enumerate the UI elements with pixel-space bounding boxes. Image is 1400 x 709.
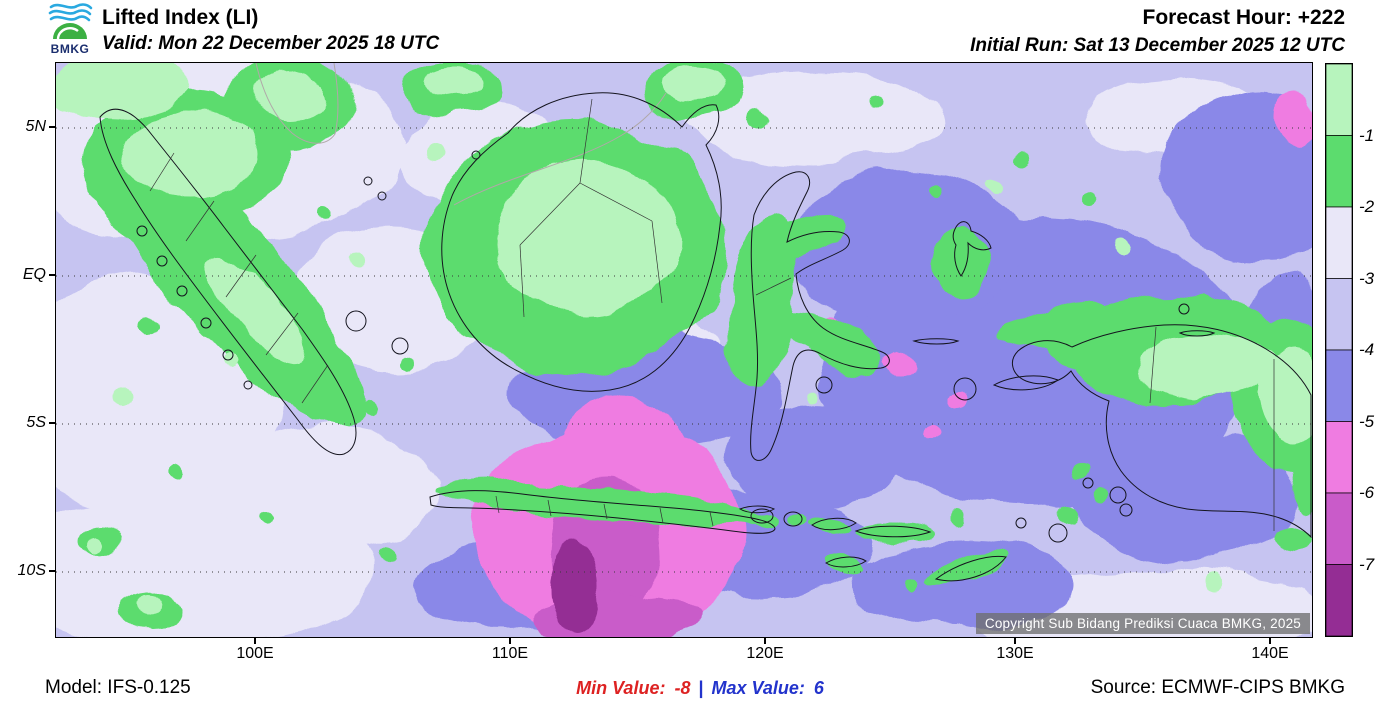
colorbar-label-3: -3 [1359,269,1375,288]
valid-datetime: Valid: Mon 22 December 2025 18 UTC [102,33,440,54]
x-axis-label-100e: 100E [236,645,274,662]
forecast-hour: Forecast Hour: +222 [1142,6,1346,29]
x-axis-tick [1014,638,1016,644]
initial-run: Initial Run: Sat 13 December 2025 12 UTC [970,35,1345,56]
bmkg-logo-icon [48,3,93,40]
map-frame: Copyright Sub Bidang Prediksi Cuaca BMKG… [55,62,1313,638]
min-value: -8 [674,678,691,698]
max-value-label: Max Value: [711,678,805,698]
colorbar-segment-5 [1326,349,1352,422]
y-axis-label-eq: EQ [22,266,46,283]
x-axis-label-130e: 130E [996,645,1034,662]
island-outlines [99,92,1312,582]
y-axis-label-5s: 5S [26,414,46,431]
copyright-badge: Copyright Sub Bidang Prediksi Cuaca BMKG… [975,613,1310,634]
colorbar-segment-2 [1326,135,1352,208]
li-field-lightgreen [56,63,1312,613]
colorbar-segment-6 [1326,421,1352,494]
value-separator: | [698,678,704,698]
y-axis-label-10s: 10S [17,562,46,579]
colorbar-label-1: -1 [1359,126,1375,145]
x-axis-tick [1269,638,1271,644]
y-axis-tick [49,126,55,128]
min-value-label: Min Value: [576,678,666,698]
colorbar-segment-7 [1326,492,1352,565]
colorbar-label-4: -4 [1359,340,1375,359]
province-borders [149,98,1275,531]
map-canvas [56,63,1312,637]
x-axis-tick [254,638,256,644]
source-label: Source: ECMWF-CIPS BMKG [1090,677,1345,698]
header-right: Forecast Hour: +222 Initial Run: Sat 13 … [970,6,1345,57]
colorbar-segment-3 [1326,206,1352,279]
neighbor-country-outlines [255,63,667,206]
minmax-values: Min Value: -8 | Max Value: 6 [576,678,824,699]
x-axis-label-120e: 120E [746,645,784,662]
y-axis-tick [49,422,55,424]
y-axis-label-5n: 5N [25,118,46,135]
bmkg-logo-label: BMKG [50,42,90,56]
model-label: Model: IFS-0.125 [45,677,191,698]
y-axis-tick [49,274,55,276]
colorbar-label-5: -5 [1359,412,1375,431]
colorbar-segment-1 [1326,64,1352,136]
colorbar-segment-4 [1326,278,1352,351]
x-axis-label-110e: 110E [491,645,529,662]
x-axis-tick [509,638,511,644]
colorbar-label-2: -2 [1359,197,1375,216]
page-title: Lifted Index (LI) [102,6,259,29]
li-field-darkpurple [546,543,598,631]
colorbar-segment-8 [1326,564,1352,636]
bmkg-logo: BMKG [46,2,94,56]
colorbar [1325,63,1353,637]
colorbar-label-7: -7 [1359,555,1375,574]
x-axis-tick [764,638,766,644]
colorbar-label-6: -6 [1359,483,1375,502]
x-axis-label-140e: 140E [1251,645,1289,662]
y-axis-tick [49,570,55,572]
max-value: 6 [813,678,824,698]
